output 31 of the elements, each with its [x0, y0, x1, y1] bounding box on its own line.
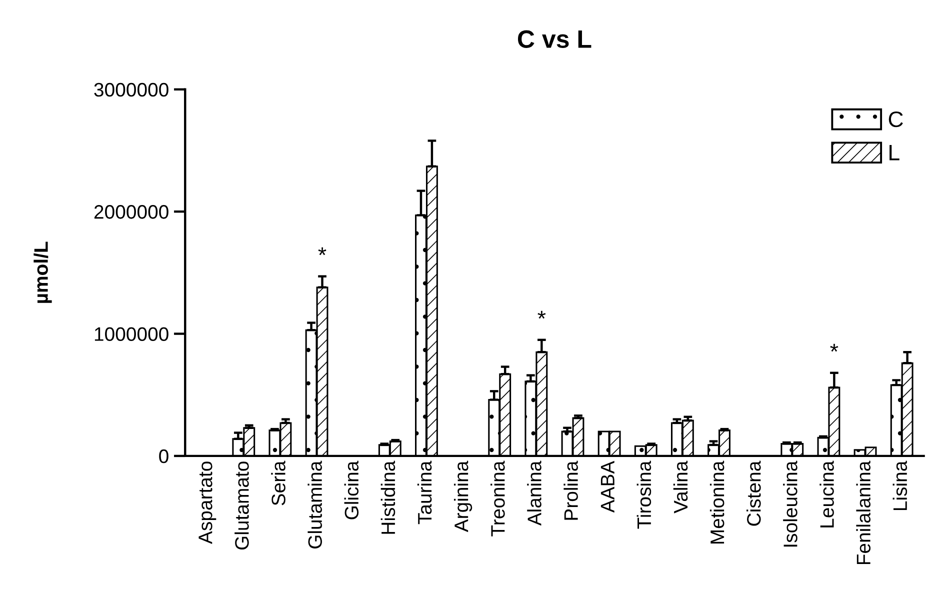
chart-title: C vs L: [518, 30, 592, 48]
x-tick-label: Isoleucina: [783, 460, 798, 547]
x-tick-label: Alanina: [527, 460, 542, 526]
x-tick-label: Prolina: [564, 460, 578, 520]
x-tick-label: Lisina: [892, 460, 908, 510]
x-tick-label: Tirosina: [636, 460, 652, 529]
legend-label: L: [890, 144, 900, 160]
y-tick-label: 3000000: [94, 82, 168, 97]
annotation: *: [830, 344, 838, 352]
x-tick-label: Histidina: [380, 460, 396, 534]
x-tick-label: Cistena: [746, 460, 761, 526]
y-tick-label: 1000000: [94, 327, 168, 341]
x-tick-label: Leucina: [820, 460, 834, 528]
x-tick-label: AABA: [600, 460, 614, 513]
x-tick-label: Arginina: [454, 460, 472, 532]
x-tick-label: Glutamato: [234, 462, 249, 550]
x-tick-label: Fenilalanina: [856, 460, 870, 564]
x-tick-label: Aspartato: [198, 462, 216, 544]
x-tick-label: Taurina: [417, 460, 432, 524]
annotation: *: [318, 247, 326, 256]
legend-label: C: [888, 111, 903, 128]
x-tick-label: Seria: [271, 460, 286, 506]
y-tick-label: 2000000: [94, 205, 168, 219]
x-tick-label: Glutamina: [308, 460, 322, 548]
x-tick-label: Valina: [673, 460, 688, 514]
x-tick-label: Treonina: [490, 460, 505, 536]
x-tick-label: Glicina: [344, 460, 359, 520]
y-axis-title: µmol/L: [34, 242, 52, 303]
x-tick-label: Metionina: [710, 460, 724, 544]
annotation: *: [538, 310, 546, 319]
y-tick-label: 0: [159, 449, 168, 464]
